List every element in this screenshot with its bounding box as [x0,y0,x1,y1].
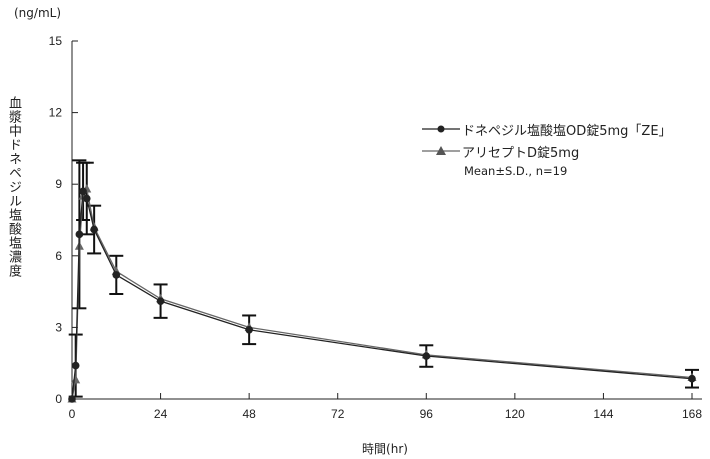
data-point [79,187,87,196]
data-point [156,297,165,305]
y-unit: (ng/mL) [14,6,62,20]
data-point [422,352,431,360]
y-tick-label: 9 [55,177,62,191]
x-tick-label: 0 [69,407,76,421]
circle-marker-icon [422,125,460,133]
x-axis-label: 時間(hr) [362,442,408,456]
data-point [68,395,76,403]
x-tick-label: 120 [505,407,525,421]
x-tick-label: 144 [593,407,613,421]
y-tick-label: 0 [55,392,62,406]
data-point [82,194,91,203]
x-tick-label: 72 [331,407,345,421]
legend-item-ze: ドネペジル塩酸塩OD錠5mg「ZE」 [422,118,672,140]
x-tick-label: 96 [420,407,434,421]
data-point [90,225,98,234]
legend-label: アリセプトD錠5mg [462,145,580,161]
y-tick-label: 12 [49,106,63,120]
data-point [245,325,253,334]
data-point [75,230,84,239]
x-tick-label: 48 [242,407,256,421]
legend-label: ドネペジル塩酸塩OD錠5mg「ZE」 [462,123,672,139]
series-line-1 [71,187,693,400]
legend-item-aricept: アリセプトD錠5mg [422,140,672,162]
legend: ドネペジル塩酸塩OD錠5mg「ZE」 アリセプトD錠5mg Mean±S.D.,… [422,118,672,178]
y-tick-label: 6 [55,249,62,263]
x-tick-label: 24 [154,407,168,421]
data-point [71,374,81,384]
legend-note: Mean±S.D., n=19 [464,164,568,178]
x-tick-label: 168 [682,407,702,421]
data-point [112,271,121,279]
y-tick-label: 3 [55,320,62,334]
y-axis-label: 血漿中ドネペジル塩酸塩濃度 [6,96,21,278]
data-point [688,374,696,383]
triangle-marker-icon [422,146,460,155]
series-line-0 [71,189,693,400]
data-point [71,361,80,370]
y-tick-label: 15 [49,34,63,48]
